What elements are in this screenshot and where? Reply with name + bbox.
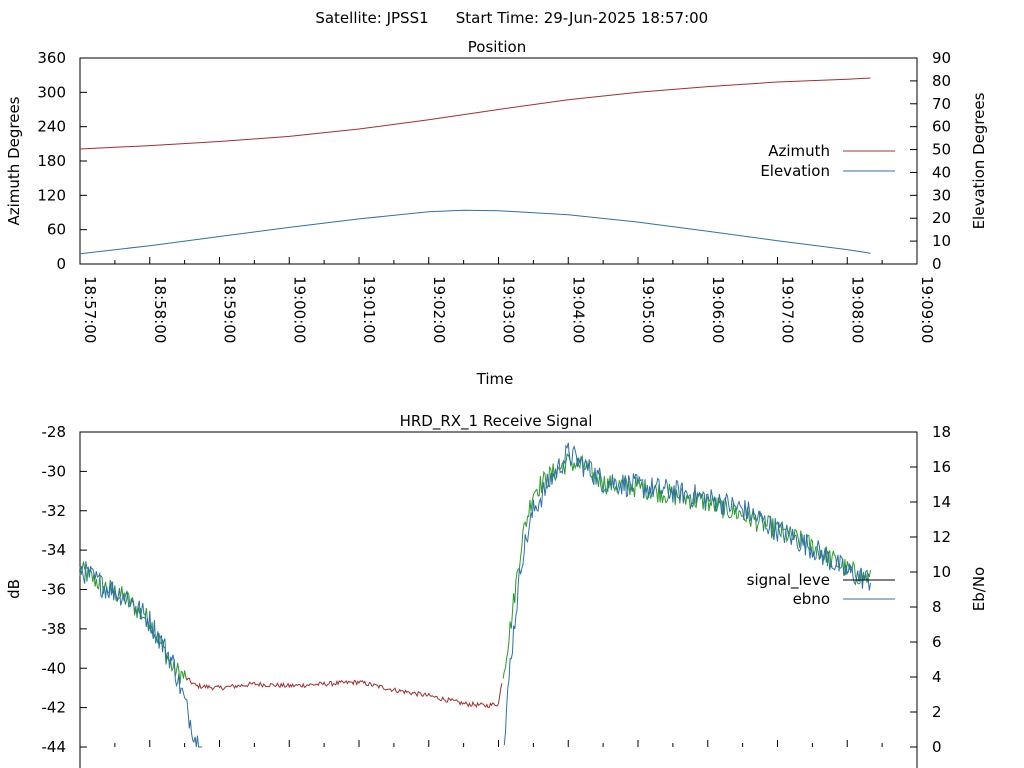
signal-legend-label: signal_leve [747, 571, 830, 590]
position-x-tick-label: 19:06:00 [709, 276, 727, 343]
position-x-label: Time [476, 370, 514, 388]
position-y-label: Azimuth Degrees [5, 96, 23, 225]
position-y2-tick-label: 80 [932, 72, 951, 90]
signal-y-tick-label: -40 [42, 659, 67, 677]
position-x-tick-label: 19:07:00 [779, 276, 797, 343]
signal-y2-tick-label: 10 [932, 563, 951, 581]
position-y2-tick-label: 30 [932, 186, 951, 204]
signal-y-label: dB [5, 579, 23, 599]
position-y-tick-label: 300 [37, 83, 66, 101]
position-x-tick-label: 18:57:00 [81, 276, 99, 343]
position-y-tick-label: 180 [37, 152, 66, 170]
signal-y-tick-label: -28 [42, 423, 67, 441]
signal-legend-label: ebno [793, 590, 830, 608]
position-x-tick-label: 19:03:00 [500, 276, 518, 343]
position-y-tick-label: 60 [47, 221, 66, 239]
position-x-tick-label: 19:09:00 [918, 276, 936, 343]
signal-series-ebno [79, 442, 871, 748]
signal-y2-tick-label: 8 [932, 598, 942, 616]
signal-title: HRD_RX_1 Receive Signal [400, 412, 593, 431]
signal-y2-tick-label: 0 [932, 738, 942, 756]
signal-y-tick-label: -30 [42, 462, 67, 480]
position-y-tick-label: 360 [37, 49, 66, 67]
signal-chart: HRD_RX_1 Receive Signal -44 -42 -40 -38 -36 -… [5, 412, 988, 768]
signal-y2-label: Eb/No [970, 567, 988, 611]
signal-y2-tick-label: 12 [932, 528, 951, 546]
signal-y-tick-label: -34 [42, 541, 67, 559]
signal-y-tick-label: -42 [42, 699, 67, 717]
position-y-tick-label: 120 [37, 186, 66, 204]
position-legend-label: Azimuth [768, 142, 830, 160]
position-series-azimuth [79, 77, 871, 150]
position-x-tick-label: 19:02:00 [430, 276, 448, 343]
position-legend-label: Elevation [760, 162, 830, 180]
signal-frame [79, 431, 918, 768]
signal-y2-tick-label: 2 [932, 703, 942, 721]
position-x-tick-label: 19:01:00 [360, 276, 378, 343]
position-y2-tick-label: 90 [932, 49, 951, 67]
position-title: Position [468, 38, 526, 56]
signal-y-tick-label: -32 [42, 502, 67, 520]
signal-series-signal-level [79, 452, 871, 685]
position-x-tick-label: 19:04:00 [569, 276, 587, 343]
position-x-tick-label: 19:05:00 [639, 276, 657, 343]
position-y2-tick-label: 60 [932, 118, 951, 136]
position-y2-tick-label: 50 [932, 141, 951, 159]
position-x-tick-label: 18:58:00 [151, 276, 169, 343]
position-y-tick-label: 240 [37, 118, 66, 136]
position-y2-tick-label: 0 [932, 255, 942, 273]
position-frame [79, 57, 918, 265]
signal-y2-tick-label: 14 [932, 493, 951, 511]
signal-y2-tick-label: 18 [932, 423, 951, 441]
signal-series-signal-level-low [185, 676, 503, 709]
position-y2-tick-label: 40 [932, 163, 951, 181]
header-satellite: Satellite: JPSS1 [315, 9, 428, 27]
signal-y-tick-label: -44 [42, 738, 67, 756]
position-x-tick-label: 19:00:00 [290, 276, 308, 343]
position-y2-label: Elevation Degrees [970, 92, 988, 229]
position-x-tick-label: 18:59:00 [221, 276, 239, 343]
signal-y2-tick-label: 4 [932, 668, 942, 686]
header-start-time: Start Time: 29-Jun-2025 18:57:00 [456, 9, 708, 27]
position-y-tick-label: 0 [56, 255, 66, 273]
position-y2-tick-label: 70 [932, 95, 951, 113]
position-y2-tick-label: 10 [932, 232, 951, 250]
position-chart: Position 0 60 120 180 240 300 360 0 10 20 30 40 50 60… [5, 38, 988, 388]
signal-y2-tick-label: 16 [932, 458, 951, 476]
position-y2-tick-label: 20 [932, 209, 951, 227]
position-x-tick-label: 19:08:00 [848, 276, 866, 343]
signal-y2-tick-label: 6 [932, 633, 942, 651]
signal-y-tick-label: -36 [42, 581, 67, 599]
position-series-elevation [79, 209, 871, 255]
signal-y-tick-label: -38 [42, 620, 67, 638]
